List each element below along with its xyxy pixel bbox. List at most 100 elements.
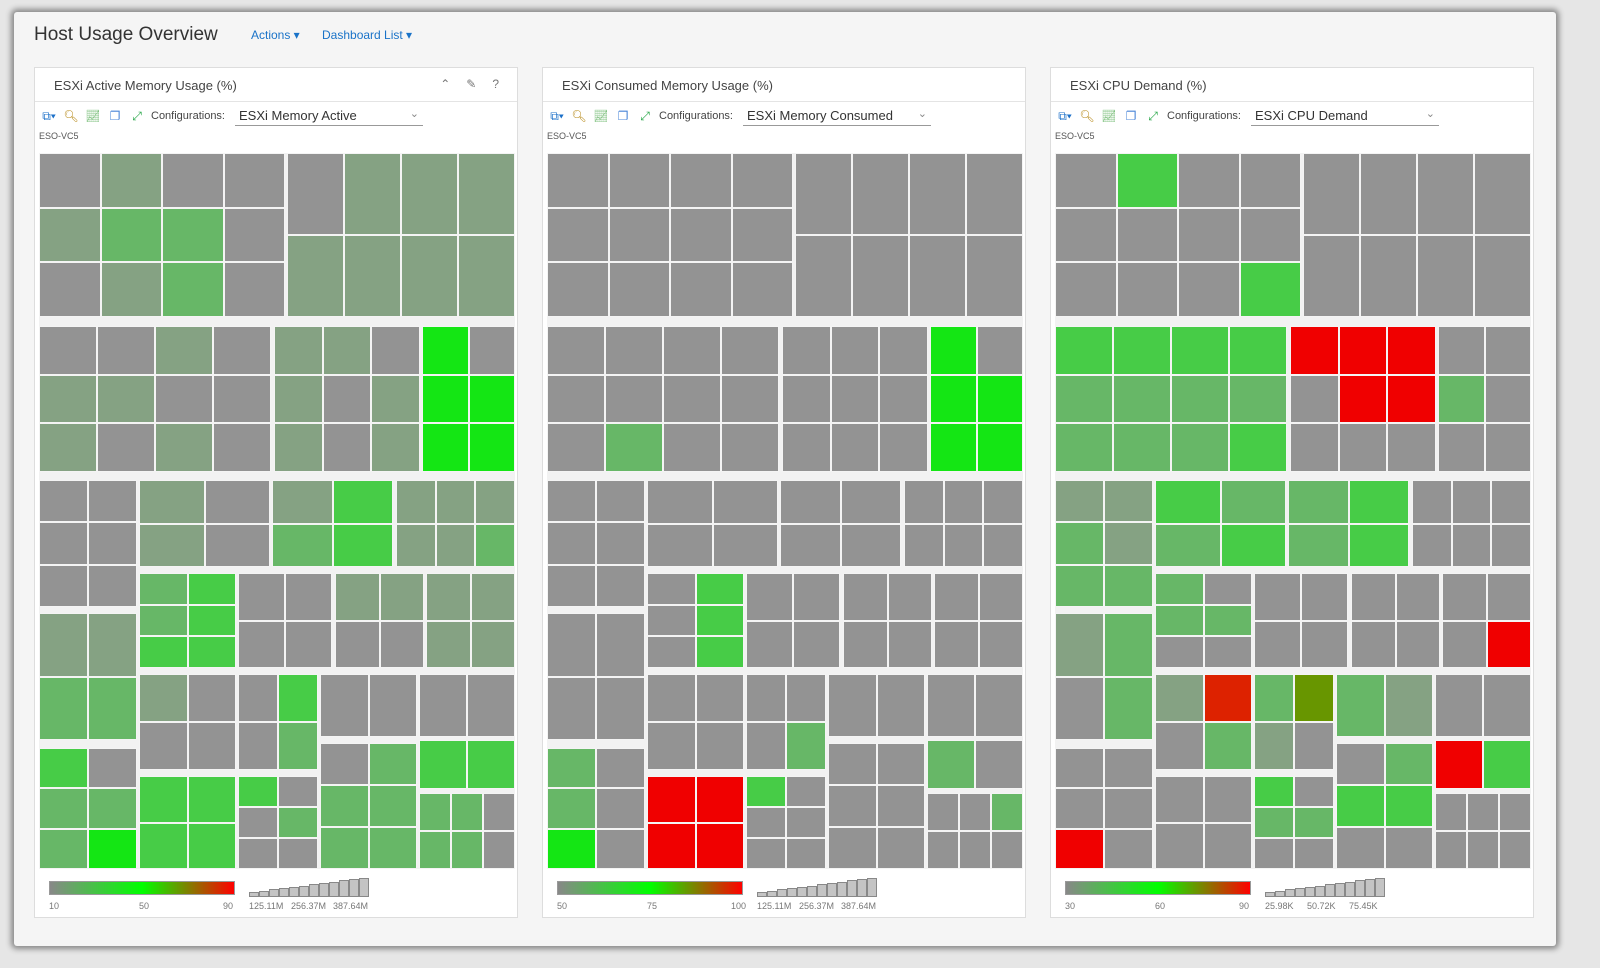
treemap-tile[interactable] xyxy=(1055,262,1117,317)
treemap-tile[interactable] xyxy=(1254,573,1301,621)
treemap-tile[interactable] xyxy=(1338,423,1388,472)
treemap-tile[interactable] xyxy=(1113,326,1171,375)
treemap-tile[interactable] xyxy=(927,831,959,869)
treemap-tile[interactable] xyxy=(828,674,877,737)
treemap-tile[interactable] xyxy=(139,604,188,637)
treemap-tile[interactable] xyxy=(371,326,420,375)
treemap-tile[interactable] xyxy=(1254,838,1294,869)
treemap-tile[interactable] xyxy=(1301,573,1348,621)
treemap-tile[interactable] xyxy=(596,748,645,789)
treemap-tile[interactable] xyxy=(547,788,596,829)
treemap-tile[interactable] xyxy=(274,326,323,375)
treemap-tile[interactable] xyxy=(320,743,369,785)
treemap-tile[interactable] xyxy=(1229,423,1287,472)
treemap-tile[interactable] xyxy=(1435,740,1483,789)
treemap-tile[interactable] xyxy=(663,326,721,375)
treemap-tile[interactable] xyxy=(943,523,984,567)
treemap-tile[interactable] xyxy=(422,374,469,424)
treemap-tile[interactable] xyxy=(475,480,515,524)
treemap-tile[interactable] xyxy=(187,573,236,605)
treemap-tile[interactable] xyxy=(647,636,696,668)
collapse-icon[interactable]: ⌃ xyxy=(440,77,451,91)
treemap-tile[interactable] xyxy=(187,722,236,770)
treemap-tile[interactable] xyxy=(978,573,1023,621)
treemap-tile[interactable] xyxy=(840,480,901,524)
treemap-tile[interactable] xyxy=(746,620,793,668)
treemap-tile[interactable] xyxy=(1254,620,1301,668)
treemap-tile[interactable] xyxy=(1220,480,1286,524)
treemap-tile[interactable] xyxy=(1384,743,1433,785)
treemap-tile[interactable] xyxy=(1395,573,1440,621)
treemap-tile[interactable] xyxy=(39,522,88,565)
treemap-tile[interactable] xyxy=(670,207,732,263)
treemap-tile[interactable] xyxy=(435,523,476,567)
treemap-tile[interactable] xyxy=(1294,674,1334,722)
treemap-tile[interactable] xyxy=(1055,374,1113,424)
treemap-tile[interactable] xyxy=(368,827,417,869)
treemap-tile[interactable] xyxy=(596,613,645,677)
treemap-tile[interactable] xyxy=(786,807,826,838)
treemap-tile[interactable] xyxy=(1467,831,1499,869)
treemap-tile[interactable] xyxy=(278,776,318,807)
treemap-tile[interactable] xyxy=(887,573,932,621)
treemap-tile[interactable] xyxy=(1467,793,1499,831)
treemap-tile[interactable] xyxy=(852,153,909,235)
treemap-tile[interactable] xyxy=(468,374,515,424)
treemap-tile[interactable] xyxy=(223,262,285,317)
treemap-tile[interactable] xyxy=(187,636,236,668)
configurations-select[interactable]: ESXi Memory Consumed ⌄ xyxy=(743,106,931,126)
treemap-tile[interactable] xyxy=(1155,722,1204,770)
copy-icon[interactable]: ❐ xyxy=(109,109,121,123)
treemap-tile[interactable] xyxy=(1395,620,1440,668)
treemap-tile[interactable] xyxy=(470,573,515,621)
treemap-tile[interactable] xyxy=(238,620,285,668)
treemap-tile[interactable] xyxy=(238,722,278,770)
treemap-tile[interactable] xyxy=(238,573,285,621)
treemap-tile[interactable] xyxy=(966,153,1023,235)
treemap-tile[interactable] xyxy=(1254,722,1294,770)
treemap-tile[interactable] xyxy=(712,523,778,567)
treemap-tile[interactable] xyxy=(368,743,417,785)
treemap-tile[interactable] xyxy=(904,523,944,567)
treemap-tile[interactable] xyxy=(1055,522,1104,565)
treemap-tile[interactable] xyxy=(1239,207,1301,263)
treemap-tile[interactable] xyxy=(1290,374,1339,424)
treemap-tile[interactable] xyxy=(1171,423,1229,472)
treemap-tile[interactable] xyxy=(1474,235,1531,317)
treemap-tile[interactable] xyxy=(547,748,596,789)
treemap-tile[interactable] xyxy=(335,620,380,668)
treemap-tile[interactable] xyxy=(712,480,778,524)
treemap-tile[interactable] xyxy=(828,785,877,827)
treemap-tile[interactable] xyxy=(1474,153,1531,235)
treemap-tile[interactable] xyxy=(278,838,318,869)
treemap-tile[interactable] xyxy=(39,788,88,829)
search-icon[interactable]: 🔍︎ xyxy=(571,109,587,123)
treemap-tile[interactable] xyxy=(1336,674,1385,737)
treemap-tile[interactable] xyxy=(39,613,88,677)
treemap-tile[interactable] xyxy=(647,573,696,605)
treemap-tile[interactable] xyxy=(547,676,596,740)
treemap-tile[interactable] xyxy=(139,822,188,869)
treemap-tile[interactable] xyxy=(647,822,696,869)
treemap-tile[interactable] xyxy=(695,822,744,869)
treemap-tile[interactable] xyxy=(88,788,137,829)
configurations-select[interactable]: ESXi Memory Active ⌄ xyxy=(235,106,423,126)
treemap-tile[interactable] xyxy=(746,722,786,770)
treemap-tile[interactable] xyxy=(204,523,270,567)
treemap-tile[interactable] xyxy=(1155,822,1204,869)
treemap-tile[interactable] xyxy=(139,722,188,770)
treemap-tile[interactable] xyxy=(1171,326,1229,375)
treemap-tile[interactable] xyxy=(721,326,779,375)
treemap-tile[interactable] xyxy=(1055,423,1113,472)
treemap-tile[interactable] xyxy=(927,674,975,737)
treemap-tile[interactable] xyxy=(88,748,137,789)
treemap-tile[interactable] xyxy=(1104,613,1153,677)
treemap-tile[interactable] xyxy=(1155,674,1204,722)
treemap-tile[interactable] xyxy=(793,620,840,668)
treemap-tile[interactable] xyxy=(1435,674,1483,737)
treemap-tile[interactable] xyxy=(605,374,663,424)
treemap-tile[interactable] xyxy=(451,831,483,869)
treemap-tile[interactable] xyxy=(1239,153,1301,208)
treemap-tile[interactable] xyxy=(278,722,318,770)
treemap-tile[interactable] xyxy=(547,564,596,607)
